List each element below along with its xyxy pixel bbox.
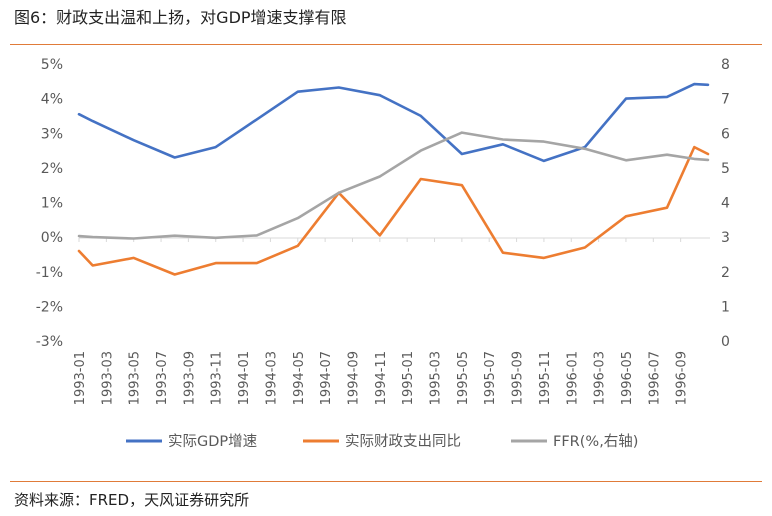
x-tick-label: 1996-03 [593, 351, 608, 405]
y-left-tick-label: -2% [36, 299, 63, 315]
y-right-tick-label: 6 [721, 126, 730, 142]
y-left-tick-label: -3% [36, 334, 63, 350]
legend-item-fiscal-spending-label: 实际财政支出同比 [345, 433, 461, 450]
x-tick-label: 1993-05 [128, 351, 143, 405]
y-right-tick-label: 3 [721, 230, 730, 246]
x-tick-label: 1995-01 [401, 351, 416, 405]
x-tick-label: 1996-01 [565, 351, 580, 405]
x-tick-label: 1995-09 [511, 351, 526, 405]
legend-item-ffr-label: FFR(%,右轴) [553, 433, 638, 450]
y-right-tick-label: 8 [721, 57, 730, 73]
series-line-ffr [77, 131, 710, 240]
x-tick-label: 1996-07 [647, 351, 662, 405]
y-right-tick-label: 2 [721, 265, 730, 281]
x-tick-label: 1994-03 [264, 351, 279, 405]
source-note: 资料来源：FRED，天风证券研究所 [14, 491, 250, 509]
y-left-tick-label: 3% [41, 126, 63, 142]
y-left-tick-label: 1% [41, 196, 63, 212]
x-tick-label: 1994-07 [319, 351, 334, 405]
y-left-tick-label: -1% [36, 265, 63, 281]
y-right-tick-label: 5 [721, 161, 730, 177]
y-left-tick-label: 0% [41, 230, 63, 246]
x-tick-label: 1994-01 [237, 351, 252, 405]
legend: 实际GDP增速 实际财政支出同比 FFR(%,右轴) [126, 433, 638, 450]
x-tick-label: 1995-05 [456, 351, 471, 405]
x-tick-label: 1993-07 [155, 351, 170, 405]
x-tick-label: 1994-05 [292, 351, 307, 405]
x-tick-label: 1995-03 [429, 351, 444, 405]
y-right-tick-label: 0 [721, 334, 730, 350]
x-tick-label: 1996-09 [675, 351, 690, 405]
legend-item-gdp-growth-label: 实际GDP增速 [168, 433, 257, 450]
series-line-fiscal-spending [77, 145, 710, 276]
y-right-tick-label: 4 [721, 196, 730, 212]
x-tick-label: 1996-05 [620, 351, 635, 405]
x-tick-label: 1994-09 [346, 351, 361, 405]
y-left-tick-label: 5% [41, 57, 63, 73]
y-left-tick-label: 4% [41, 92, 63, 108]
y-left-tick-label: 2% [41, 161, 63, 177]
chart: -3% -2% -1% 0% 1% 2% 3% 4% 5% 0 1 2 3 4 5 6 7 8 1993-01 199… [36, 57, 730, 450]
top-rule [10, 44, 762, 45]
x-tick-label: 1995-07 [483, 351, 498, 405]
y-right-tick-label: 7 [721, 92, 730, 108]
x-tick-label: 1995-11 [538, 351, 553, 405]
x-tick-label: 1993-01 [73, 351, 88, 405]
x-tick-label: 1993-11 [210, 351, 225, 405]
x-tick-label: 1993-03 [100, 351, 115, 405]
chart-title: 图6：财政支出温和上扬，对GDP增速支撑有限 [14, 8, 347, 27]
x-tick-label: 1994-11 [374, 351, 389, 405]
axes-layer: -3% -2% -1% 0% 1% 2% 3% 4% 5% 0 1 2 3 4 5 6 7 8 1993-01 199… [36, 57, 730, 405]
x-tick-label: 1993-09 [182, 351, 197, 405]
bottom-rule [10, 481, 762, 482]
series-layer [77, 82, 710, 276]
y-right-tick-label: 1 [721, 299, 730, 315]
series-line-gdp-growth [77, 82, 710, 163]
